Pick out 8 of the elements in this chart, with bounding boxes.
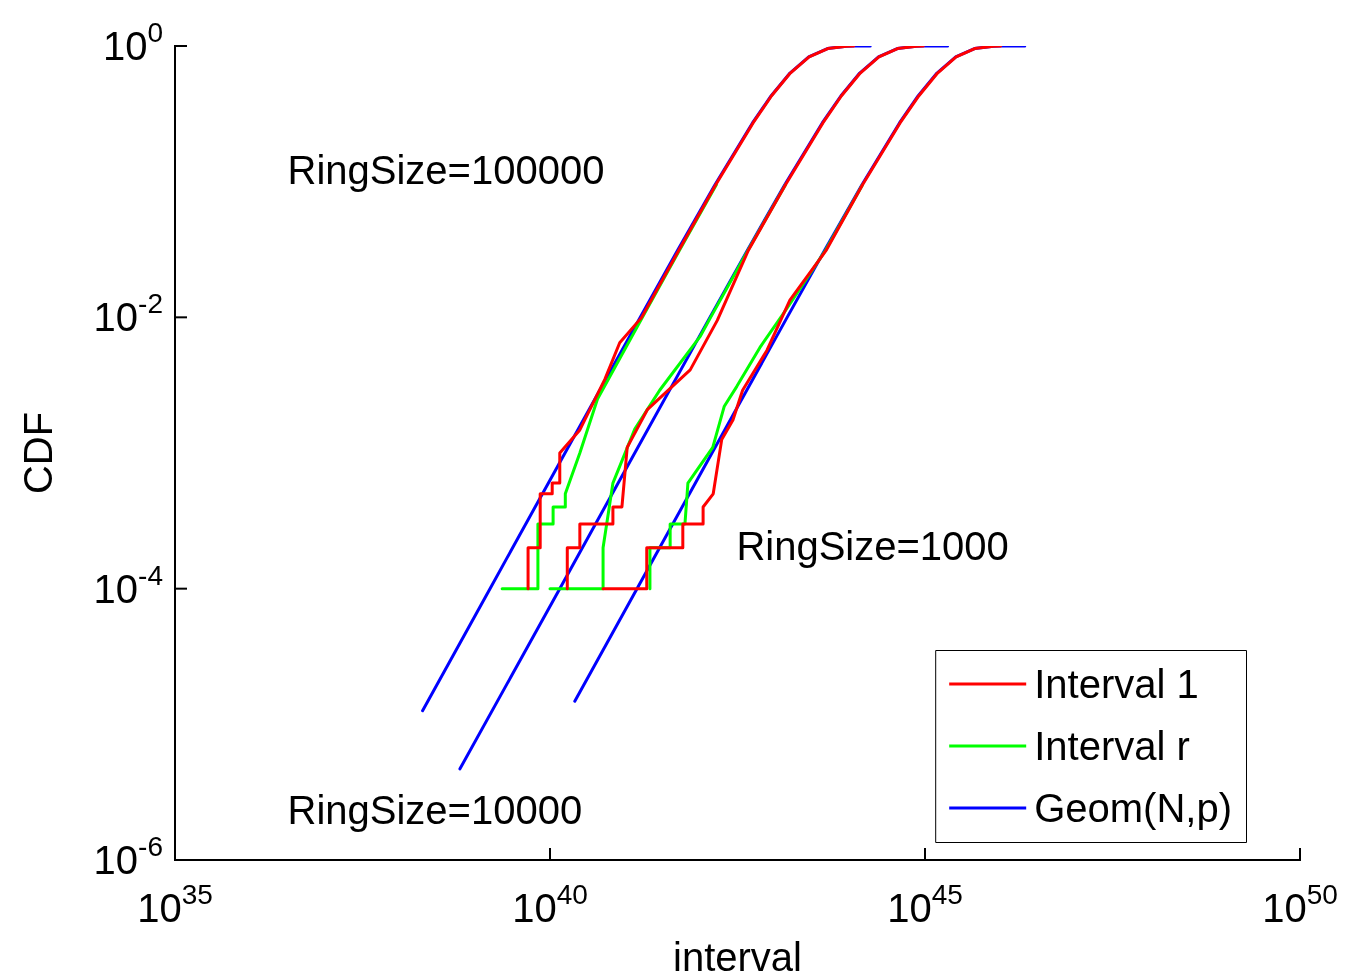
- x-axis-title: interval: [673, 935, 802, 977]
- annotation: RingSize=100000: [287, 147, 605, 192]
- legend-label: Interval r: [1034, 724, 1190, 768]
- annotation: RingSize=1000: [736, 523, 1009, 568]
- legend-label: Geom(N,p): [1034, 786, 1232, 830]
- annotation: RingSize=10000: [287, 787, 583, 832]
- y-axis-title: CDF: [16, 411, 60, 495]
- legend-label: Interval 1: [1034, 662, 1199, 706]
